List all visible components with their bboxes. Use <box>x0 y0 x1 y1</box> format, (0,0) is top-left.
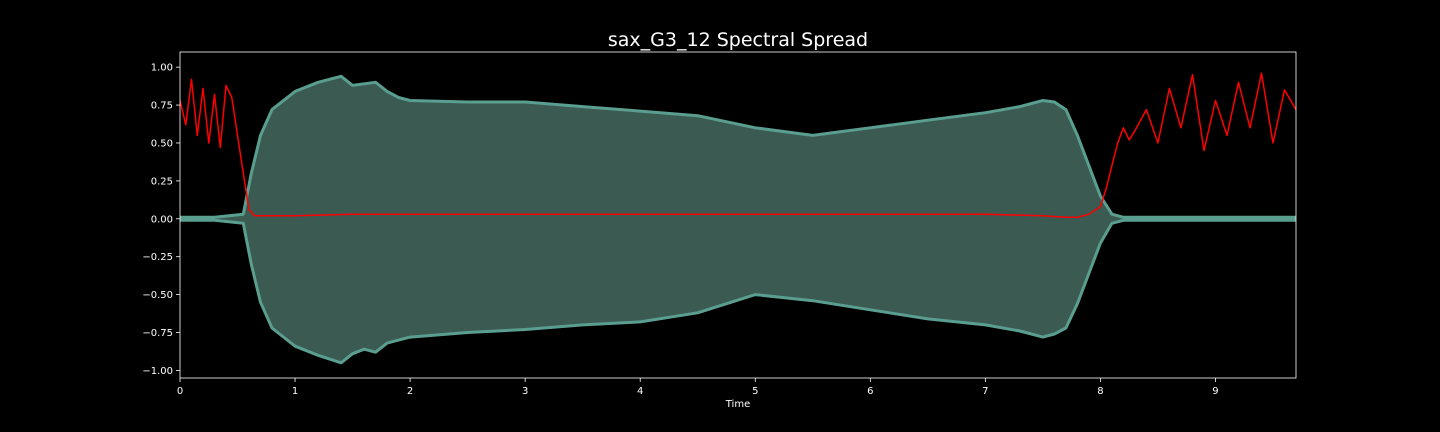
x-axis: 0 1 2 3 4 5 6 7 8 9 <box>177 378 1219 397</box>
x-tick-label: 9 <box>1212 386 1218 397</box>
plot-series <box>180 72 1296 365</box>
y-tick-label: 0.00 <box>151 214 173 225</box>
x-tick-label: 2 <box>407 386 413 397</box>
x-tick-label: 0 <box>177 386 183 397</box>
x-tick-label: 5 <box>752 386 758 397</box>
x-tick-label: 7 <box>982 386 988 397</box>
y-tick-label: −0.50 <box>142 290 173 301</box>
chart-title: sax_G3_12 Spectral Spread <box>608 29 868 51</box>
x-tick-label: 3 <box>522 386 528 397</box>
y-tick-label: 0.25 <box>151 176 173 187</box>
x-tick-label: 8 <box>1097 386 1103 397</box>
y-tick-label: −0.25 <box>142 252 173 263</box>
y-tick-label: 1.00 <box>151 63 173 74</box>
x-tick-label: 1 <box>292 386 298 397</box>
waveform-envelope <box>180 74 1296 365</box>
x-tick-label: 4 <box>637 386 643 397</box>
plot-frame <box>179 51 1297 379</box>
y-axis: 1.00 0.75 0.50 0.25 0.00 −0.25 −0.50 −0.75 −1.00 <box>142 63 180 377</box>
y-tick-label: −1.00 <box>142 366 173 377</box>
y-tick-label: 0.75 <box>151 101 173 112</box>
x-axis-title: Time <box>725 399 750 410</box>
plot-area <box>180 72 1296 365</box>
y-tick-label: 0.50 <box>151 138 173 149</box>
y-tick-label: −0.75 <box>142 328 173 339</box>
x-tick-label: 6 <box>867 386 873 397</box>
spectral-spread-line <box>180 72 1296 219</box>
